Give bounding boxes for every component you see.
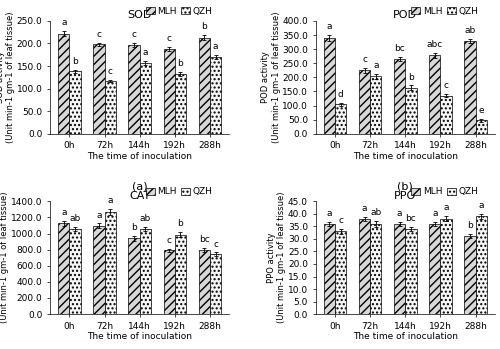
Bar bbox=[128, 238, 140, 314]
Bar bbox=[440, 219, 452, 314]
X-axis label: The time of inoculation: The time of inoculation bbox=[87, 332, 192, 341]
Text: (a): (a) bbox=[132, 181, 148, 191]
Text: a: a bbox=[108, 196, 113, 206]
Bar bbox=[476, 216, 487, 314]
Bar bbox=[324, 38, 335, 134]
Legend: MLH, QZH: MLH, QZH bbox=[410, 186, 480, 198]
Bar bbox=[140, 63, 151, 134]
Bar bbox=[175, 74, 186, 134]
Bar bbox=[335, 231, 346, 314]
Text: a: a bbox=[362, 204, 368, 213]
Bar bbox=[476, 120, 487, 134]
Title: SOD: SOD bbox=[128, 10, 152, 20]
Text: c: c bbox=[362, 55, 367, 64]
Text: c: c bbox=[166, 236, 172, 245]
Text: a: a bbox=[61, 18, 66, 27]
Text: b: b bbox=[72, 57, 78, 66]
Bar bbox=[94, 44, 104, 134]
Bar bbox=[370, 76, 382, 134]
Bar bbox=[199, 38, 210, 134]
Text: c: c bbox=[338, 216, 343, 225]
Bar bbox=[370, 224, 382, 314]
Text: ab: ab bbox=[464, 26, 475, 35]
X-axis label: The time of inoculation: The time of inoculation bbox=[353, 332, 458, 341]
Text: c: c bbox=[213, 239, 218, 248]
Text: ab: ab bbox=[140, 214, 151, 223]
Bar bbox=[175, 235, 186, 314]
Y-axis label: SOD activity
(Unit min-1 gm-1 of leaf tissue): SOD activity (Unit min-1 gm-1 of leaf ti… bbox=[0, 12, 15, 143]
Text: b: b bbox=[202, 22, 207, 31]
Text: e: e bbox=[478, 106, 484, 115]
Bar bbox=[164, 251, 175, 314]
Text: c: c bbox=[96, 30, 102, 39]
Text: abc: abc bbox=[426, 40, 443, 49]
Bar bbox=[199, 250, 210, 314]
Bar bbox=[429, 224, 440, 314]
X-axis label: The time of inoculation: The time of inoculation bbox=[87, 152, 192, 161]
Bar bbox=[210, 57, 222, 134]
Bar bbox=[58, 34, 70, 134]
Text: a: a bbox=[96, 210, 102, 220]
X-axis label: The time of inoculation: The time of inoculation bbox=[353, 152, 458, 161]
Text: ab: ab bbox=[370, 208, 382, 217]
Text: a: a bbox=[444, 203, 449, 213]
Title: PPO: PPO bbox=[394, 191, 416, 201]
Bar bbox=[70, 229, 80, 314]
Bar bbox=[406, 88, 416, 134]
Text: b: b bbox=[467, 222, 473, 230]
Legend: MLH, QZH: MLH, QZH bbox=[410, 5, 480, 18]
Bar bbox=[394, 224, 406, 314]
Text: c: c bbox=[132, 30, 136, 39]
Text: a: a bbox=[478, 201, 484, 210]
Bar bbox=[406, 229, 416, 314]
Text: bc: bc bbox=[394, 44, 405, 53]
Bar bbox=[210, 254, 222, 314]
Bar bbox=[464, 41, 475, 134]
Text: ab: ab bbox=[70, 214, 80, 223]
Text: a: a bbox=[142, 48, 148, 57]
Bar bbox=[164, 49, 175, 134]
Text: c: c bbox=[444, 81, 448, 90]
Bar bbox=[70, 72, 80, 134]
Text: a: a bbox=[61, 208, 66, 217]
Bar bbox=[335, 104, 346, 134]
Title: CAT: CAT bbox=[129, 191, 150, 201]
Text: bc: bc bbox=[199, 235, 210, 244]
Text: a: a bbox=[326, 22, 332, 31]
Bar bbox=[464, 236, 475, 314]
Text: c: c bbox=[108, 67, 112, 76]
Bar bbox=[324, 224, 335, 314]
Text: a: a bbox=[373, 61, 378, 70]
Text: a: a bbox=[213, 42, 218, 51]
Y-axis label: CAT activity
(Unit min-1 gm-1 of leaf tissue): CAT activity (Unit min-1 gm-1 of leaf ti… bbox=[0, 192, 10, 324]
Legend: MLH, QZH: MLH, QZH bbox=[144, 186, 214, 198]
Bar bbox=[140, 229, 151, 314]
Text: bc: bc bbox=[406, 214, 416, 223]
Bar bbox=[394, 59, 406, 134]
Bar bbox=[104, 212, 116, 314]
Bar bbox=[429, 55, 440, 134]
Bar bbox=[94, 225, 104, 314]
Bar bbox=[359, 70, 370, 134]
Bar bbox=[104, 81, 116, 134]
Bar bbox=[58, 223, 70, 314]
Text: c: c bbox=[166, 34, 172, 43]
Text: a: a bbox=[326, 209, 332, 218]
Text: a: a bbox=[432, 209, 438, 218]
Text: a: a bbox=[397, 209, 402, 218]
Y-axis label: POD activity
(Unit min-1 gm-1 of leaf tissue): POD activity (Unit min-1 gm-1 of leaf ti… bbox=[262, 12, 280, 143]
Y-axis label: PPO activity
(Unit min-1 gm-1 of leaf tissue): PPO activity (Unit min-1 gm-1 of leaf ti… bbox=[267, 192, 286, 324]
Bar bbox=[128, 45, 140, 134]
Text: b: b bbox=[131, 223, 137, 232]
Legend: MLH, QZH: MLH, QZH bbox=[144, 5, 214, 18]
Title: POD: POD bbox=[394, 10, 417, 20]
Text: b: b bbox=[178, 59, 184, 68]
Text: b: b bbox=[178, 220, 184, 228]
Text: b: b bbox=[408, 73, 414, 82]
Bar bbox=[440, 96, 452, 134]
Text: d: d bbox=[338, 90, 344, 99]
Bar bbox=[359, 219, 370, 314]
Text: (b): (b) bbox=[398, 181, 413, 191]
